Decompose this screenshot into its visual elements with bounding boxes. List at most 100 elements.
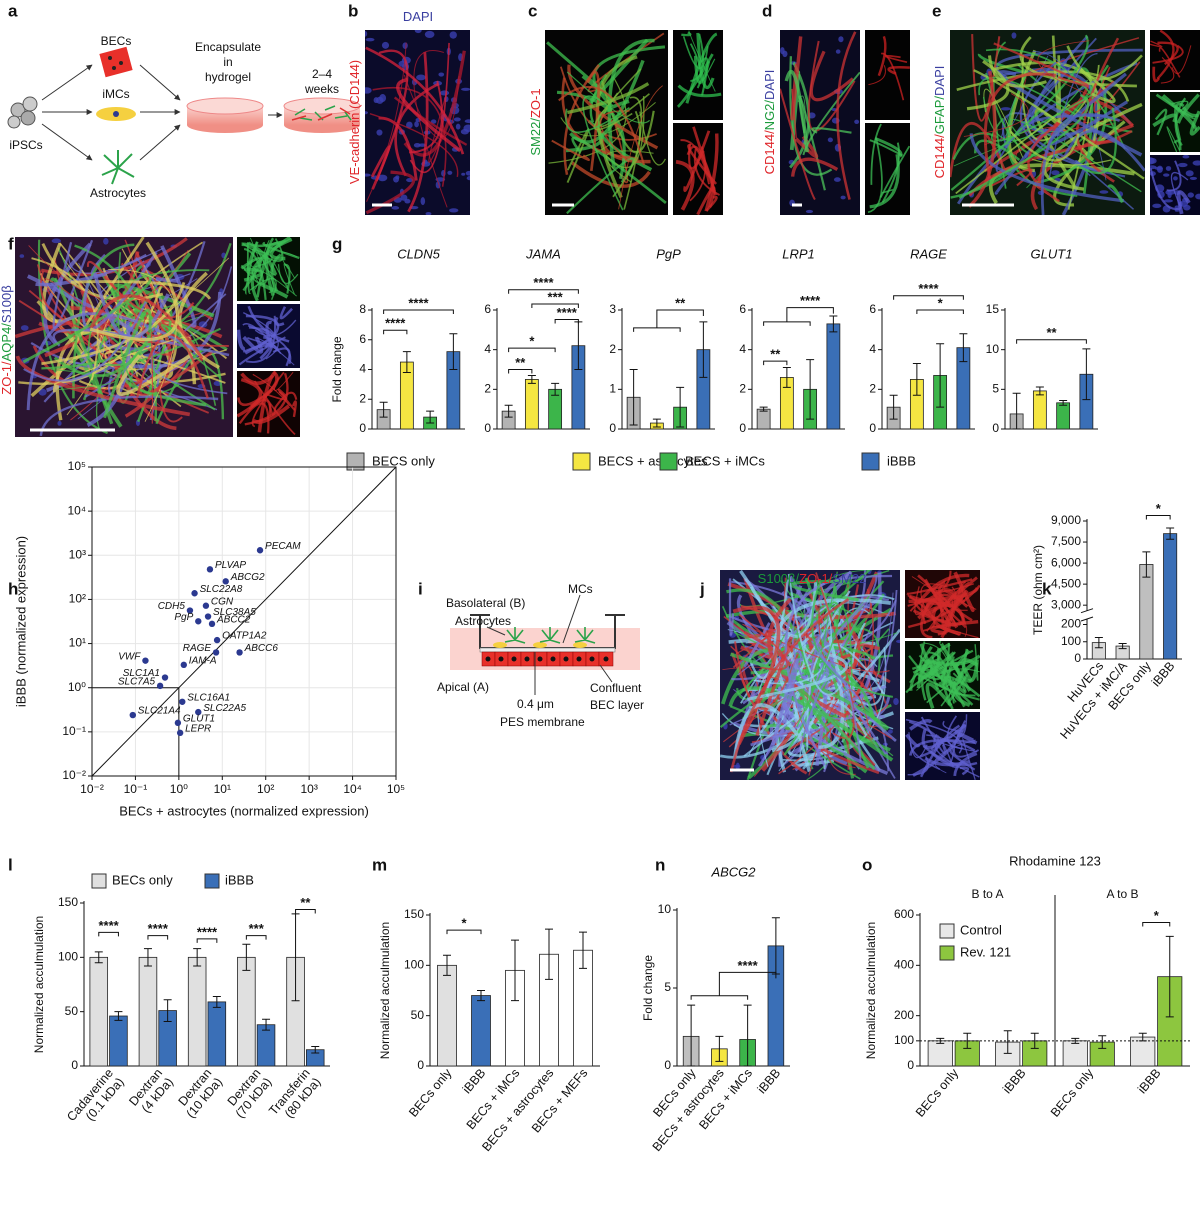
fiber xyxy=(103,308,152,419)
fiber xyxy=(250,237,293,301)
point xyxy=(204,613,212,620)
fiber xyxy=(1176,93,1200,124)
fiber xyxy=(687,144,718,185)
micrograph xyxy=(15,237,233,437)
nucleus xyxy=(888,729,893,734)
nucleus xyxy=(416,74,426,81)
micrograph xyxy=(1150,30,1200,90)
error-bar xyxy=(629,369,638,426)
stain-label: CD144/GFAP/DAPI xyxy=(932,66,947,179)
fiber xyxy=(729,652,890,731)
fiber xyxy=(618,85,663,210)
y-tick-label: 0 xyxy=(609,421,616,435)
error-bar xyxy=(1166,527,1175,540)
fiber xyxy=(805,700,868,738)
fiber xyxy=(1079,67,1116,104)
error-bar xyxy=(1098,1035,1107,1049)
stain-part: CD144/ xyxy=(762,130,777,174)
y-tick-label: 10 xyxy=(658,902,672,916)
panel-label: o xyxy=(862,855,872,874)
fiber xyxy=(880,52,905,101)
nucleus xyxy=(840,195,846,200)
y-axis-label: TEER (ohm cm²) xyxy=(1031,545,1045,635)
error-bar xyxy=(1142,551,1151,578)
error-bar xyxy=(449,333,458,370)
fiber xyxy=(677,84,722,98)
micrograph xyxy=(237,237,300,301)
legend-label: BECS + iMCs xyxy=(685,453,765,468)
i-label: Apical (A) xyxy=(437,680,489,694)
fiber xyxy=(561,77,639,160)
y-tick-label: 4 xyxy=(739,342,746,356)
y-tick-label: 0 xyxy=(907,1058,914,1072)
fiber xyxy=(403,74,460,139)
point-label: PECAM xyxy=(265,541,301,552)
bar xyxy=(138,956,158,1067)
fiber xyxy=(743,622,771,668)
fiber xyxy=(44,305,112,358)
fiber xyxy=(587,32,665,93)
fiber xyxy=(869,139,903,157)
panel-label: d xyxy=(762,1,772,20)
fiber xyxy=(770,658,799,746)
x-tick-label: BECs only xyxy=(1048,1065,1097,1119)
nucleus xyxy=(465,170,470,176)
nucleus xyxy=(1192,160,1200,166)
fiber xyxy=(593,68,642,131)
fiber xyxy=(1174,102,1185,141)
nucleus xyxy=(896,639,900,644)
fiber xyxy=(814,649,858,698)
nucleus xyxy=(1156,165,1163,173)
y-tick-label: 2 xyxy=(484,382,491,396)
significance-bracket xyxy=(147,935,169,940)
fiber xyxy=(919,643,971,675)
source-label: iPSCs xyxy=(9,138,42,152)
nucleus xyxy=(833,177,841,182)
nucleus xyxy=(376,129,383,136)
fiber xyxy=(40,237,188,276)
x-tick-label: iBBB xyxy=(1135,1066,1164,1096)
fiber xyxy=(911,576,968,638)
y-tick-label: 10⁻¹ xyxy=(62,724,86,738)
fiber xyxy=(279,306,293,320)
fiber xyxy=(705,195,718,212)
error-bar xyxy=(1082,348,1091,401)
nucleus xyxy=(827,137,833,143)
error-bar xyxy=(163,999,172,1022)
fiber xyxy=(291,400,297,418)
y-tick-label: 10 xyxy=(986,342,1000,356)
nucleus xyxy=(1187,192,1195,198)
micrograph xyxy=(780,30,860,215)
point xyxy=(142,657,149,664)
panel-label: i xyxy=(418,579,423,598)
y-tick-label: 0 xyxy=(664,1058,671,1072)
legend-label: BECS only xyxy=(372,453,435,468)
point-label: SLC7A5 xyxy=(118,677,156,688)
panel-label: a xyxy=(8,1,18,20)
stain-label: CD144/NG2/DAPI xyxy=(762,70,777,175)
error-bar xyxy=(806,359,815,420)
nucleus xyxy=(379,94,387,103)
stain-part: S100β xyxy=(0,285,14,323)
fiber xyxy=(921,723,967,750)
significance-label: **** xyxy=(197,924,218,939)
fiber xyxy=(1027,120,1063,203)
nucleus xyxy=(391,206,400,210)
nucleus xyxy=(20,325,29,331)
point-label: OATP1A2 xyxy=(222,631,267,642)
significance-label: ** xyxy=(1046,325,1057,340)
point-label: SLC22A5 xyxy=(203,703,246,714)
point xyxy=(179,698,186,705)
nucleus xyxy=(1189,176,1198,180)
fiber xyxy=(242,335,264,354)
fiber xyxy=(756,609,897,619)
y-tick-label: 200 xyxy=(894,1008,914,1022)
y-tick-label: 6,000 xyxy=(1051,555,1081,569)
error-bar xyxy=(743,1004,752,1067)
fiber xyxy=(917,573,970,604)
micrograph xyxy=(950,30,1145,215)
y-tick-label: 50 xyxy=(65,1004,79,1018)
fiber xyxy=(87,269,210,359)
axis-break-mark xyxy=(1080,616,1094,622)
fiber xyxy=(940,587,958,638)
